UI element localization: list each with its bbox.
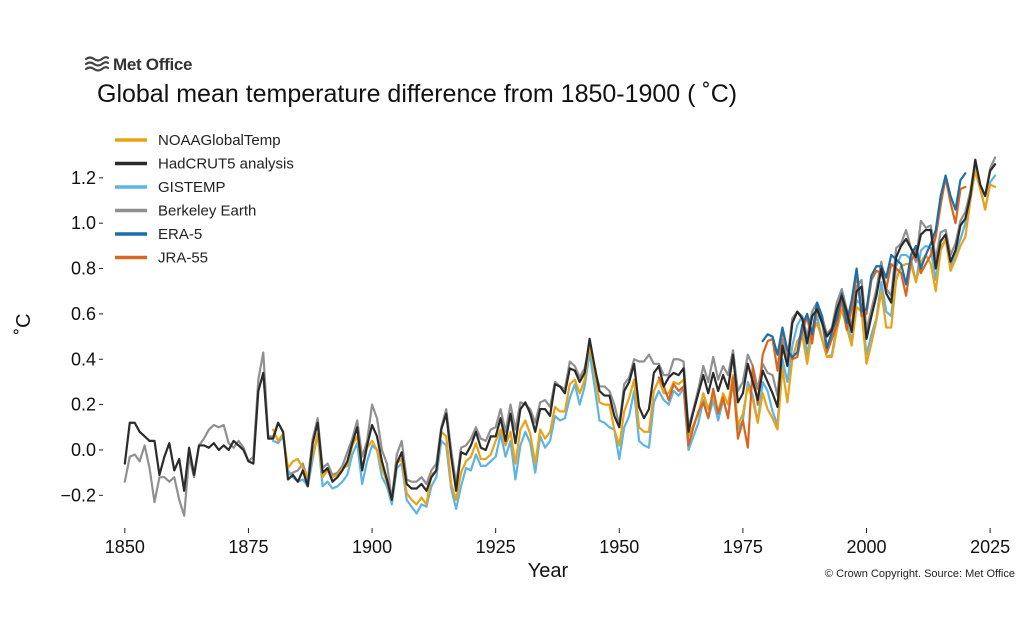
- x-axis-label: Year: [528, 560, 569, 582]
- y-tick-label: −0.2: [60, 485, 96, 505]
- series-line-hadcrut5-analysis: [123, 158, 997, 501]
- y-tick-label: 1.2: [71, 168, 96, 188]
- legend-label: NOAAGlobalTemp: [158, 132, 281, 149]
- y-tick-label: 1.0: [71, 213, 96, 233]
- legend-label: GISTEMP: [158, 179, 226, 196]
- legend-label: JRA-55: [158, 250, 208, 267]
- met-office-logo-icon: [84, 56, 110, 72]
- legend: NOAAGlobalTemp HadCRUT5 analysis GISTEMP Be…: [115, 132, 294, 267]
- plot-area: [123, 156, 997, 517]
- met-office-logo-text: Met Office: [113, 55, 192, 74]
- legend-label: HadCRUT5 analysis: [158, 156, 294, 173]
- x-tick-label: 1925: [476, 537, 516, 557]
- y-tick-label: 0.6: [71, 304, 96, 324]
- y-tick-label: 0.0: [71, 440, 96, 460]
- y-axis: −0.2 0.0 0.2 0.4 0.6 0.8 1.0 1.2: [60, 168, 103, 505]
- x-tick-label: 1875: [228, 537, 268, 557]
- x-tick-label: 1850: [105, 537, 145, 557]
- met-office-logo: Met Office: [84, 55, 192, 74]
- legend-label: Berkeley Earth: [158, 203, 256, 220]
- x-tick-label: 1900: [352, 537, 392, 557]
- x-tick-label: 1975: [723, 537, 763, 557]
- y-tick-label: 0.8: [71, 259, 96, 279]
- y-tick-label: 0.2: [71, 395, 96, 415]
- x-axis: 1850 1875 1900 1925 1950 1975 2000 2025: [105, 528, 1010, 557]
- x-tick-label: 2025: [970, 537, 1010, 557]
- copyright-notice: © Crown Copyright. Source: Met Office: [825, 568, 1015, 580]
- x-tick-label: 1950: [599, 537, 639, 557]
- legend-label: ERA-5: [158, 226, 202, 243]
- x-tick-label: 2000: [846, 537, 886, 557]
- y-axis-label: ˚C: [13, 313, 35, 334]
- y-tick-label: 0.4: [71, 349, 96, 369]
- chart-title: Global mean temperature difference from …: [97, 80, 737, 108]
